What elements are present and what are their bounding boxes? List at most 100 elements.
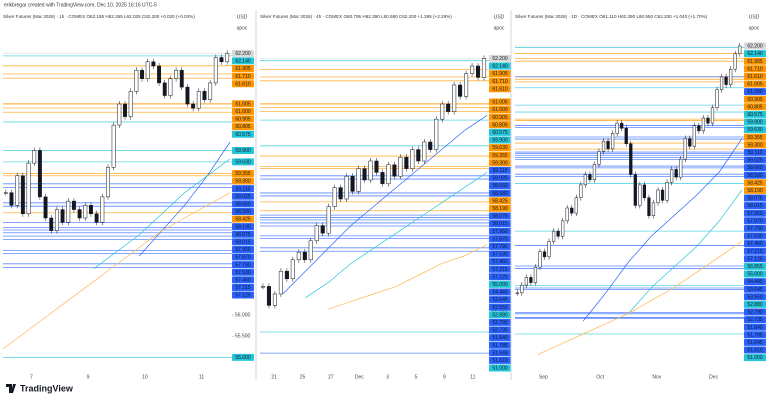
price-label: 58.075 (492, 214, 508, 220)
moving-average (2, 192, 231, 350)
x-tick-label: 27 (328, 374, 334, 380)
x-tick-label: 3 (386, 374, 389, 380)
price-label: 53.550 (492, 305, 508, 311)
price-label: 57.530 (492, 252, 508, 258)
price-label: 61.610 (235, 81, 251, 87)
price-label: 58.190 (492, 206, 508, 212)
price-label: 58.580 (235, 209, 251, 215)
price-label-box (232, 115, 254, 123)
candle (368, 160, 373, 181)
price-label: 60.905 (235, 117, 251, 123)
price-label: 61.000 (235, 109, 251, 115)
price-label-box (232, 276, 254, 284)
candle (697, 125, 701, 132)
currency: USD (749, 14, 760, 20)
candle (179, 69, 184, 88)
price-label: 52.790 (492, 320, 508, 326)
price-label-box (232, 130, 254, 138)
x-tick-label: 11 (470, 374, 475, 380)
price-label: 61.610 (747, 74, 763, 80)
y-tick-label: 55.500 (235, 334, 251, 340)
candle (392, 164, 397, 177)
price-label: 62.200 (492, 56, 508, 62)
price-label-box (489, 106, 511, 114)
x-tick-label: 9 (87, 374, 90, 380)
price-label-box (489, 242, 511, 250)
scale-label: apoc (237, 25, 248, 31)
price-label: 57.790 (235, 262, 251, 268)
price-label-box (744, 80, 766, 88)
currency: USD (494, 14, 505, 20)
price-label: 59.300 (747, 142, 763, 148)
candle (701, 117, 706, 132)
price-label-box (744, 126, 766, 134)
price-label: 61.905 (492, 71, 508, 77)
price-label: 59.900 (492, 138, 508, 144)
price-label-box (489, 70, 511, 78)
price-label: 51.000 (747, 355, 763, 361)
price-label: 57.125 (235, 293, 251, 299)
candle (660, 189, 665, 201)
price-label: 51.645 (492, 350, 508, 356)
candle (196, 91, 201, 109)
candle (374, 160, 379, 173)
price-label: 60.575 (235, 132, 251, 138)
price-label-box (232, 192, 254, 200)
logo-text: TradingView (20, 383, 74, 393)
price-label-box (489, 356, 511, 364)
candle (174, 69, 179, 79)
price-label-box (744, 148, 766, 156)
price-label-box (744, 209, 766, 217)
logo: TradingView (6, 383, 74, 393)
price-label: 59.025 (747, 158, 763, 164)
price-label-box (232, 207, 254, 215)
candle (140, 69, 144, 79)
candle (428, 141, 433, 150)
candle (547, 241, 551, 258)
price-label: 57.790 (747, 226, 763, 232)
price-label-box (232, 49, 254, 57)
candle (208, 82, 213, 101)
x-tick-label: 11 (199, 374, 204, 380)
price-label: 61.905 (747, 59, 763, 65)
price-label-box (744, 300, 766, 308)
candle (162, 82, 167, 96)
candle (629, 143, 633, 175)
price-label-box (232, 200, 254, 208)
price-label: 60.575 (747, 112, 763, 118)
price-label-box (489, 121, 511, 129)
price-label-box (489, 303, 511, 311)
candle (123, 103, 127, 117)
candle (191, 103, 196, 109)
price-label-box (489, 151, 511, 159)
moving-average (537, 241, 743, 355)
price-label-box (489, 349, 511, 357)
candle (670, 169, 674, 183)
candle (26, 162, 31, 215)
price-label: 59.630 (747, 127, 763, 133)
price-label: 62.140 (235, 59, 251, 65)
price-label: 59.110 (493, 168, 508, 174)
chart-panel: Silver Futures (Mar 2026) · 1D · COMEX O… (510, 10, 766, 380)
price-label-box (744, 141, 766, 149)
currency: USD (237, 14, 248, 20)
price-label-box (744, 156, 766, 164)
price-label-box (744, 164, 766, 172)
price-label: 62.200 (747, 44, 763, 50)
price-label-box (232, 261, 254, 269)
price-label-box (232, 215, 254, 223)
price-label: 59.355 (235, 171, 251, 177)
price-label-box (744, 50, 766, 58)
price-label-box (489, 311, 511, 319)
candle (134, 69, 139, 92)
candle (565, 207, 569, 222)
candle (37, 150, 42, 198)
candle (386, 164, 391, 185)
price-label-box (232, 158, 254, 166)
price-label-box (744, 57, 766, 65)
price-label-box (232, 57, 254, 65)
chart-panel: Silver Futures (Mar 2026) · 1h · COMEX O… (2, 14, 254, 380)
price-label: 53.645 (747, 287, 763, 293)
price-label: 59.300 (492, 160, 508, 166)
price-label-box (232, 268, 254, 276)
